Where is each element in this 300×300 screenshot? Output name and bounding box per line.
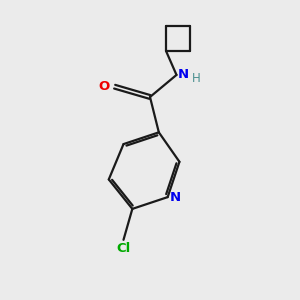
Text: Cl: Cl: [116, 242, 130, 255]
Text: N: N: [178, 68, 189, 81]
Text: H: H: [192, 72, 201, 85]
Text: O: O: [98, 80, 110, 93]
Text: N: N: [170, 190, 181, 204]
